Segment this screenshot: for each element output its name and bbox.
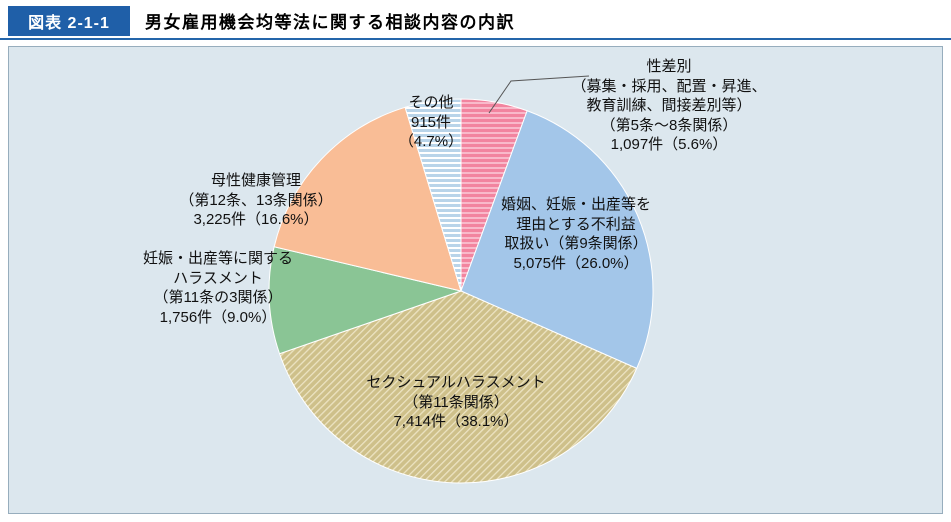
figure-header: 図表 2-1-1 男女雇用機会均等法に関する相談内容の内訳 <box>8 5 943 36</box>
label-line: （第12条、13条関係） <box>179 191 333 209</box>
header-rule <box>0 38 951 40</box>
callout-leader-line <box>488 75 590 114</box>
pie-slice-5 <box>404 98 462 292</box>
pie-slice-2 <box>278 290 638 484</box>
label-line: 5,075件（26.0%） <box>513 254 639 272</box>
label-line: その他 <box>408 94 454 111</box>
label-line: 1,756件（9.0%） <box>159 308 277 326</box>
chart-panel: 性差別 （募集・採用、配置・昇進、 教育訓練、間接差別等） （第5条～8条関係）… <box>8 46 943 514</box>
pie-slice-3 <box>268 246 463 355</box>
label-sex-discrimination: 性差別 （募集・採用、配置・昇進、 教育訓練、間接差別等） （第5条～8条関係）… <box>529 57 809 155</box>
label-line: 1,097件（5.6%） <box>610 136 728 153</box>
pie-slice-1 <box>460 110 654 370</box>
label-maternal-health: 母性健康管理 （第12条、13条関係） 3,225件（16.6%） <box>139 171 373 230</box>
label-line: 915件 <box>410 113 452 131</box>
label-line: 取扱い（第9条関係） <box>504 235 648 252</box>
label-line: （募集・採用、配置・昇進、 <box>571 77 767 95</box>
label-line: （第11条関係） <box>403 393 509 411</box>
label-line: （4.7%） <box>398 133 464 150</box>
label-line: 3,225件（16.6%） <box>193 211 319 228</box>
figure-number-badge: 図表 2-1-1 <box>8 5 130 36</box>
label-line: ハラスメント <box>173 269 263 287</box>
label-other: その他 915件 （4.7%） <box>376 93 486 152</box>
figure-title: 男女雇用機会均等法に関する相談内容の内訳 <box>145 13 515 32</box>
pie-chart <box>268 75 654 484</box>
label-line: セクシュアルハラスメント <box>366 374 546 391</box>
pie-slices <box>268 98 654 484</box>
label-pregnancy-harassment: 妊娠・出産等に関する ハラスメント （第11条の3関係） 1,756件（9.0%… <box>103 249 333 327</box>
label-marriage-pregnancy-disadvantage: 婚姻、妊娠・出産等を 理由とする不利益 取扱い（第9条関係） 5,075件（26… <box>446 195 706 273</box>
label-line: 理由とする不利益 <box>516 215 636 233</box>
label-sexual-harassment: セクシュアルハラスメント （第11条関係） 7,414件（38.1%） <box>326 373 586 432</box>
label-line: 7,414件（38.1%） <box>393 413 519 430</box>
pie-slice-4 <box>273 106 462 292</box>
label-line: 母性健康管理 <box>210 172 301 189</box>
label-line: 性差別 <box>646 58 692 75</box>
label-line: （第5条～8条関係） <box>600 116 738 134</box>
label-line: 婚姻、妊娠・出産等を <box>500 196 651 213</box>
label-line: （第11条の3関係） <box>153 289 283 306</box>
label-line: 妊娠・出産等に関する <box>142 250 293 267</box>
label-line: 教育訓練、間接差別等） <box>586 97 752 114</box>
